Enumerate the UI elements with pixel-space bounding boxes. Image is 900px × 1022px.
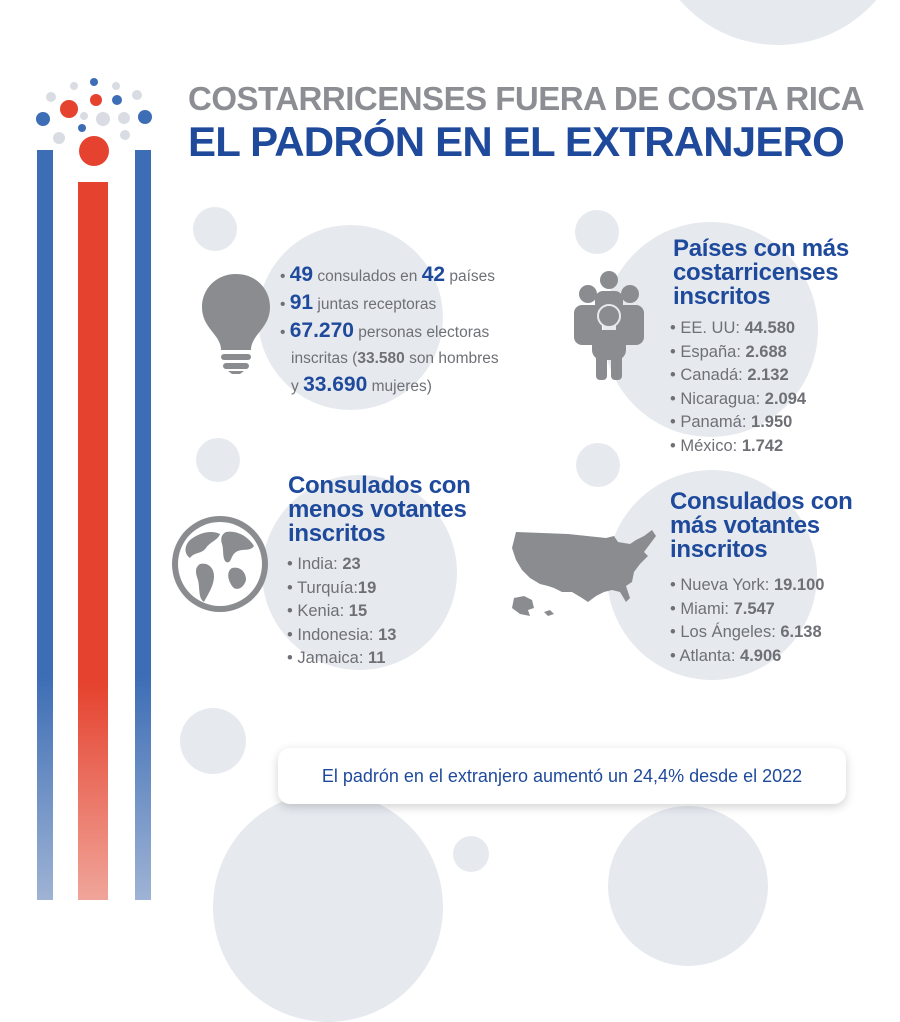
bg-circle [453,836,489,872]
usa-map-icon [512,530,656,616]
bg-circle [607,470,817,680]
list-item: • EE. UU: 44.580 [670,319,796,337]
bg-circle [262,475,457,670]
top-countries-heading: Países con más costarricenses inscritos [673,235,849,310]
globe-icon [172,516,268,612]
flag-stripe-red [78,182,108,900]
most-consulates-list: • Nueva York: 19.100 • Miami: 7.547 • Lo… [670,574,824,668]
list-item: • Jamaica: 11 [287,649,386,667]
list-item: • India: 23 [287,555,361,573]
list-item: • Nueva York: 19.100 [670,576,825,594]
people-group-icon [574,271,644,380]
list-item: • Canadá: 2.132 [670,366,789,384]
summary-men: inscritas (33.580 son hombres [291,350,499,367]
flag-stripe-blue-right [135,150,151,900]
bg-circle [180,708,246,774]
fewest-consulates-heading: Consulados con menos votantes inscritos [288,472,471,547]
bg-circle [258,225,443,410]
most-consulates-heading: Consulados con más votantes inscritos [670,488,853,563]
list-item: • México: 1.742 [670,436,784,455]
top-countries-list: • EE. UU: 44.580 • España: 2.688 • Canad… [670,317,806,458]
list-item: • Atlanta: 4.906 [670,646,782,665]
list-item: • Indonesia: 13 [287,625,397,644]
footer-banner-text: El padrón en el extranjero aumentó un 24… [321,765,803,786]
footer-banner: El padrón en el extranjero aumentó un 24… [278,748,846,804]
lightbulb-icon [202,274,270,374]
list-item: • Los Ángeles: 6.138 [670,623,822,641]
list-item: • Panamá: 1.950 [670,413,793,431]
bg-circle [193,207,237,251]
list-item: • España: 2.688 [670,342,787,361]
bg-circle [648,0,900,45]
bg-circle [576,443,620,487]
summary-women: y 33.690 mujeres) [291,373,432,396]
bg-circle [575,210,619,254]
list-item: • Turquía:19 [287,578,377,597]
summary-consulates: • 49 consulados en 42 países [280,263,496,286]
bg-circle [213,792,443,1022]
summary-voters: • 67.270 personas electoras [280,319,490,342]
list-item: • Miami: 7.547 [670,599,775,618]
fewest-consulates-list: • India: 23 • Turquía:19 • Kenia: 15 • I… [287,553,396,671]
list-item: • Nicaragua: 2.094 [670,389,807,408]
title-line-1: COSTARRICENSES FUERA DE COSTA RICA [188,80,865,117]
summary-stats: • 49 consulados en 42 países • 91 juntas… [280,262,550,400]
list-item: • Kenia: 15 [287,602,368,620]
title-line-2: EL PADRÓN EN EL EXTRANJERO [188,118,845,165]
bg-circle [608,806,768,966]
flag-stripe-blue-left [37,150,53,900]
bg-circle [196,438,240,482]
summary-juntas: • 91 juntas receptoras [280,291,437,314]
